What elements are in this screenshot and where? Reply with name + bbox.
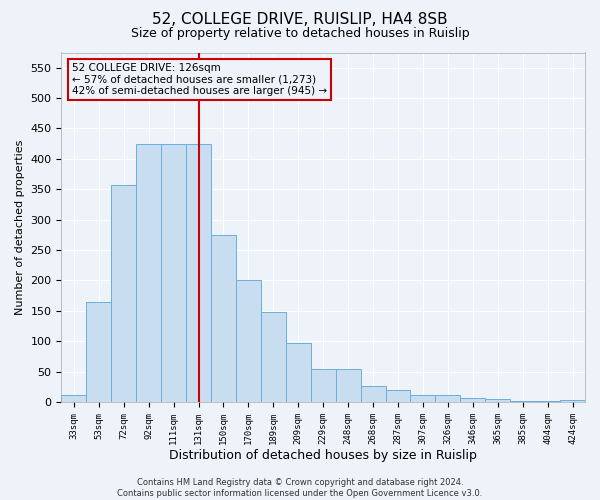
Bar	[136, 144, 161, 402]
Bar	[236, 280, 261, 402]
Bar	[86, 302, 111, 402]
Bar	[560, 400, 585, 402]
Bar	[161, 144, 186, 402]
Bar	[510, 401, 535, 402]
Text: 52, COLLEGE DRIVE, RUISLIP, HA4 8SB: 52, COLLEGE DRIVE, RUISLIP, HA4 8SB	[152, 12, 448, 28]
Bar	[410, 394, 436, 402]
Text: Contains HM Land Registry data © Crown copyright and database right 2024.
Contai: Contains HM Land Registry data © Crown c…	[118, 478, 482, 498]
Bar	[436, 394, 460, 402]
Text: Size of property relative to detached houses in Ruislip: Size of property relative to detached ho…	[131, 28, 469, 40]
Bar	[186, 144, 211, 402]
Y-axis label: Number of detached properties: Number of detached properties	[15, 140, 25, 315]
Bar	[261, 312, 286, 402]
Bar	[361, 386, 386, 402]
Bar	[211, 235, 236, 402]
Text: 52 COLLEGE DRIVE: 126sqm
← 57% of detached houses are smaller (1,273)
42% of sem: 52 COLLEGE DRIVE: 126sqm ← 57% of detach…	[72, 63, 327, 96]
Bar	[386, 390, 410, 402]
Bar	[335, 368, 361, 402]
Bar	[460, 398, 485, 402]
Bar	[311, 368, 335, 402]
Bar	[485, 399, 510, 402]
Bar	[286, 343, 311, 402]
Bar	[61, 394, 86, 402]
Bar	[535, 401, 560, 402]
X-axis label: Distribution of detached houses by size in Ruislip: Distribution of detached houses by size …	[169, 450, 477, 462]
Bar	[111, 185, 136, 402]
